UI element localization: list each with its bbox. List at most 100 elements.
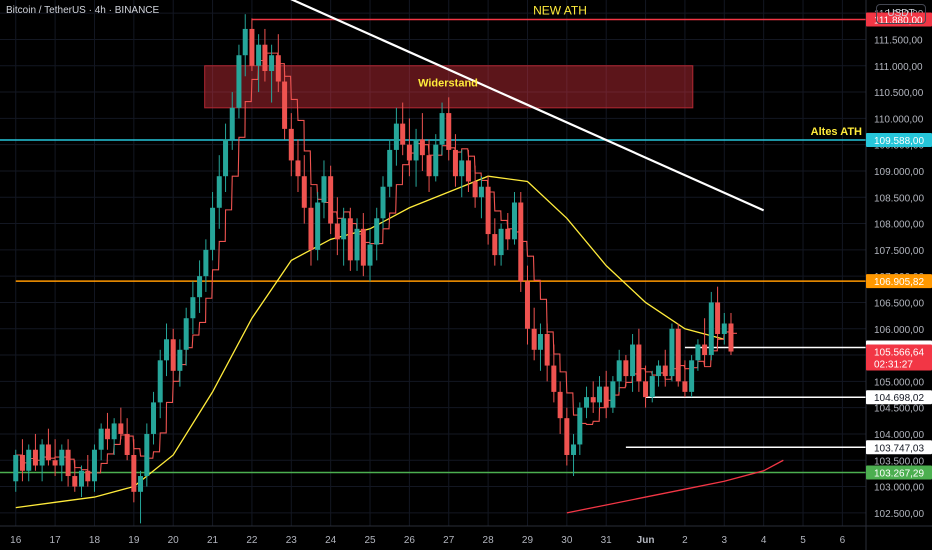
x-tick-20: 5 (800, 535, 806, 546)
candle-body-91 (610, 381, 616, 408)
new-ath-label: NEW ATH (533, 3, 587, 17)
candle-body-8 (65, 449, 71, 477)
white-level-3-price-bg (866, 440, 932, 455)
candle-body-71 (478, 186, 484, 198)
candle-body-103 (689, 360, 695, 392)
candle-body-109 (728, 323, 734, 352)
candle-body-55 (374, 218, 380, 245)
candle-body-105 (702, 344, 708, 356)
candle-body-35 (242, 28, 248, 56)
new-ath-price-bg (866, 12, 932, 27)
candle-body-24 (170, 339, 176, 371)
candle-body-27 (190, 297, 196, 319)
candle-body-36 (249, 28, 255, 66)
new-ath-price: 111.880,00 (874, 15, 923, 26)
x-tick-19: 4 (761, 535, 767, 546)
x-tick-21: 6 (840, 535, 846, 546)
candle-body-84 (564, 418, 570, 455)
x-tick-3: 19 (128, 535, 140, 546)
candle-body-73 (492, 234, 498, 256)
downtrend-line (290, 0, 765, 212)
orange-level-price-bg (866, 274, 932, 289)
white-level-2-price: 104.698,02 (874, 393, 924, 404)
candle-body-6 (52, 460, 58, 466)
candle-body-28 (197, 276, 203, 298)
x-tick-17: 2 (682, 535, 688, 546)
candle-body-22 (157, 360, 163, 403)
candle-body-87 (584, 397, 590, 408)
long-ma-line (566, 459, 784, 514)
orange-level-price: 106.905,82 (874, 277, 924, 288)
candle-body-56 (380, 186, 386, 219)
candle-body-74 (498, 228, 504, 256)
candle-body-96 (643, 381, 649, 398)
candle-body-100 (669, 328, 675, 377)
x-tick-2: 18 (89, 535, 101, 546)
x-tick-13: 29 (522, 535, 534, 546)
x-tick-9: 25 (364, 535, 376, 546)
candle-body-25 (177, 349, 183, 371)
old-ath-price-bg (866, 133, 932, 148)
x-tick-0: 16 (10, 535, 22, 546)
candle-body-48 (328, 176, 334, 224)
candle-body-46 (315, 202, 321, 250)
candle-body-88 (590, 397, 596, 403)
candle-body-64 (433, 144, 439, 177)
annotations: NEW ATH Widerstand Altes ATH (290, 0, 862, 212)
candle-body-81 (544, 334, 550, 366)
candle-body-5 (45, 444, 51, 461)
symbol-title: Bitcoin / TetherUS · 4h · BINANCE (6, 5, 160, 16)
candle-body-11 (85, 470, 91, 482)
x-tick-10: 26 (404, 535, 416, 546)
last-price: 105.566,64 (874, 348, 924, 359)
candle-body-89 (597, 386, 603, 403)
horizontal-levels (0, 18, 866, 474)
candle-body-1 (19, 454, 25, 471)
candle-body-43 (295, 160, 301, 177)
x-tick-7: 23 (286, 535, 298, 546)
white-level-2-price-bg (866, 390, 932, 405)
candle-body-23 (164, 339, 170, 361)
candle-body-0 (13, 454, 19, 482)
y-tick-12: 106.000,00 (874, 325, 924, 336)
candlesticks (13, 14, 734, 524)
x-tick-11: 27 (443, 535, 455, 546)
candle-body-98 (656, 365, 662, 377)
candle-body-77 (518, 202, 524, 282)
y-tick-8: 108.000,00 (874, 220, 924, 231)
candle-body-57 (387, 149, 393, 187)
candle-body-41 (282, 81, 288, 129)
candle-body-99 (662, 365, 668, 377)
candle-body-39 (269, 55, 275, 72)
resistance-label: Widerstand (418, 78, 478, 90)
candle-body-75 (505, 228, 511, 240)
candle-body-4 (39, 444, 45, 466)
candle-body-45 (308, 207, 314, 250)
chart-grid (0, 0, 866, 526)
candle-body-12 (91, 449, 97, 482)
candle-body-90 (603, 386, 609, 408)
candle-body-97 (649, 376, 655, 398)
candle-body-38 (262, 44, 268, 72)
y-tick-7: 108.500,00 (874, 193, 924, 204)
candle-body-30 (210, 207, 216, 250)
candle-body-72 (485, 186, 491, 235)
candle-body-102 (682, 381, 688, 392)
candle-body-52 (354, 228, 360, 261)
candle-body-13 (98, 428, 104, 450)
candle-body-14 (104, 428, 110, 440)
candle-body-50 (341, 218, 347, 240)
candle-body-17 (124, 433, 130, 455)
old-ath-price: 109.588,00 (874, 136, 924, 147)
currency-button[interactable]: USDT (876, 4, 926, 24)
price-labels: 111.880,00109.588,00106.905,82105.642,93… (866, 12, 932, 480)
candle-body-80 (537, 334, 543, 350)
candle-body-59 (400, 123, 406, 145)
candle-body-82 (551, 365, 557, 392)
y-tick-3: 110.500,00 (874, 88, 924, 99)
candle-body-51 (347, 218, 353, 261)
candle-body-66 (446, 113, 452, 150)
candle-body-10 (78, 470, 84, 487)
last-price-bg (866, 344, 932, 371)
